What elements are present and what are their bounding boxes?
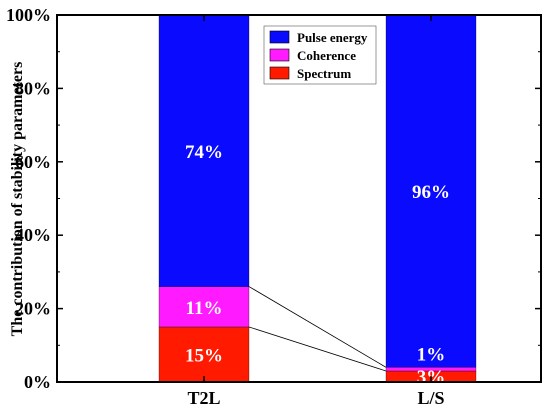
connector-spectrum-top — [248, 326, 387, 372]
y-tick-label: 60% — [15, 152, 51, 172]
y-axis: 0% 20% 40% 60% 80% 100% — [6, 5, 541, 392]
data-label-t2l-spectrum: 15% — [185, 345, 223, 366]
legend-swatch-pulse-energy — [269, 30, 290, 44]
legend-label-spectrum: Spectrum — [297, 66, 351, 81]
bar-l-s-pulse-energy — [385, 14, 477, 368]
bar-t2l-spectrum — [158, 326, 250, 383]
x-axis: T2L L/S — [187, 15, 445, 408]
y-tick-label: 40% — [15, 225, 51, 245]
data-label-l-s-coherence: 1% — [417, 344, 446, 365]
connector-lines — [248, 286, 387, 372]
legend-swatch-coherence — [269, 48, 290, 62]
bar-t2l-coherence — [158, 286, 250, 328]
data-label-t2l-coherence: 11% — [186, 298, 223, 319]
legend-swatch-spectrum — [269, 66, 290, 80]
connector-coherence-top — [248, 286, 387, 368]
x-tick-label-l-s: L/S — [417, 388, 444, 408]
legend-label-coherence: Coherence — [297, 48, 356, 63]
y-tick-label: 80% — [15, 78, 51, 98]
segment-labels: 15%11%74%3%1%96% — [185, 142, 450, 388]
y-tick-label: 100% — [6, 5, 51, 25]
y-tick-label: 0% — [24, 372, 51, 392]
x-tick-label-t2l: T2L — [187, 388, 220, 408]
y-tick-label: 20% — [15, 299, 51, 319]
data-label-t2l-pulse-energy: 74% — [185, 142, 223, 163]
legend-label-pulse-energy: Pulse energy — [297, 30, 368, 45]
legend: Pulse energy Coherence Spectrum — [263, 25, 377, 85]
data-label-l-s-pulse-energy: 96% — [412, 182, 450, 203]
y-axis-label: The contribution of stability parameters — [9, 62, 26, 337]
